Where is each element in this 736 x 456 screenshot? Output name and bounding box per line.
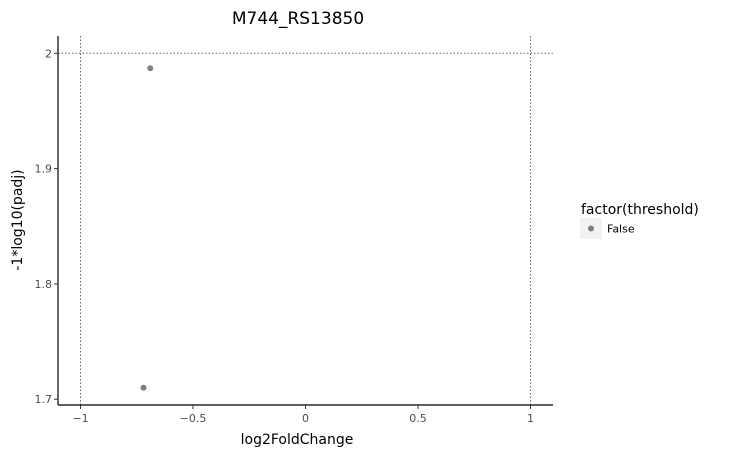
x-tick-label: 1 xyxy=(527,412,534,425)
x-tick-label: 0 xyxy=(302,412,309,425)
chart-title: M744_RS13850 xyxy=(232,9,364,29)
data-point xyxy=(147,65,154,72)
y-tick-label: 2 xyxy=(45,47,52,60)
x-tick-label: 0.5 xyxy=(409,412,427,425)
legend-label-false: False xyxy=(607,223,635,236)
legend-key-point xyxy=(588,225,594,232)
plot-area: −1 −0.5 0 0.5 1 1.7 1.8 1.9 2 xyxy=(35,36,553,425)
x-tick-label: −0.5 xyxy=(180,412,207,425)
data-point xyxy=(140,384,147,391)
y-tick-label: 1.8 xyxy=(35,278,53,291)
y-axis-title: -1*log10(padj) xyxy=(10,169,26,270)
x-tick-label: −1 xyxy=(72,412,88,425)
legend: factor(threshold) False xyxy=(580,202,699,239)
y-tick-label: 1.7 xyxy=(35,393,53,406)
x-axis-title: log2FoldChange xyxy=(241,432,354,448)
y-tick-label: 1.9 xyxy=(35,163,53,176)
legend-title: factor(threshold) xyxy=(581,202,699,218)
